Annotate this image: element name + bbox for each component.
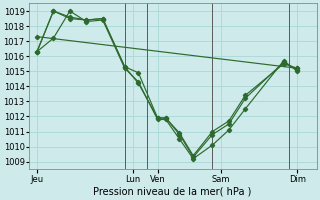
X-axis label: Pression niveau de la mer( hPa ): Pression niveau de la mer( hPa ) (93, 187, 252, 197)
